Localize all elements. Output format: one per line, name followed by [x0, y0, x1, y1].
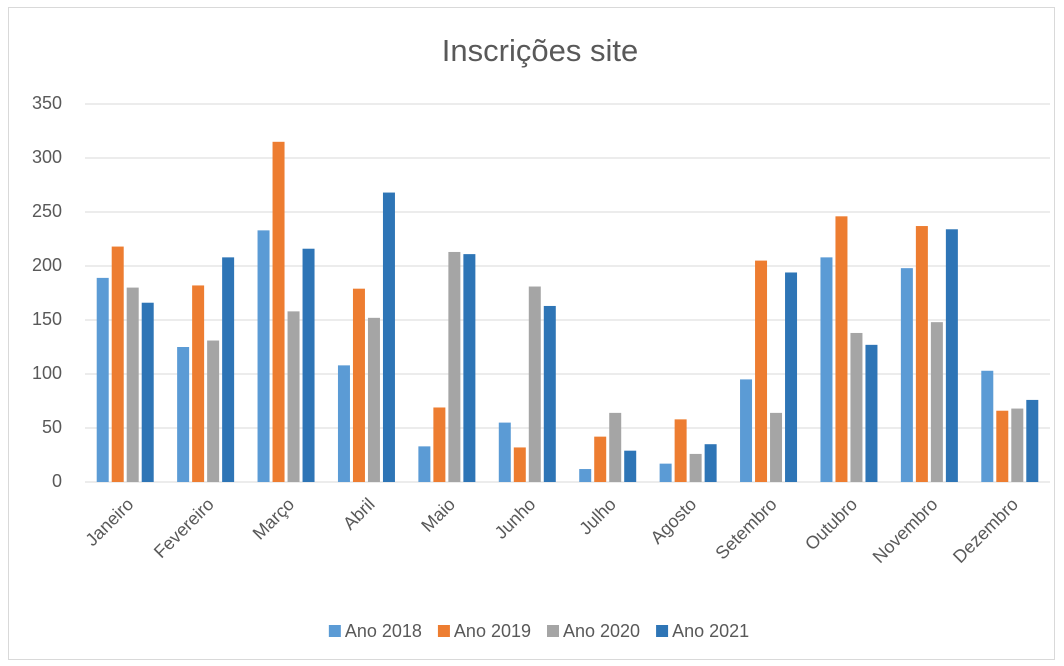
bar	[513, 447, 526, 482]
bar	[222, 257, 235, 482]
bar	[111, 246, 124, 482]
bar	[448, 251, 461, 482]
legend-label: Ano 2019	[454, 621, 531, 641]
bar	[659, 463, 672, 482]
bar	[463, 254, 476, 482]
bar	[367, 317, 380, 482]
bar	[1026, 399, 1039, 482]
y-tick-label: 0	[52, 471, 62, 491]
y-tick-label: 350	[32, 93, 62, 113]
bar	[609, 412, 622, 482]
bar	[689, 453, 702, 482]
bar	[770, 412, 783, 482]
bar	[850, 332, 863, 482]
bar	[915, 226, 928, 482]
bar	[835, 216, 848, 482]
bar	[207, 340, 220, 482]
bar	[1011, 408, 1024, 482]
bar	[528, 286, 541, 482]
chart-title: Inscrições site	[442, 33, 638, 68]
bar	[498, 422, 511, 482]
bar	[337, 365, 350, 482]
y-tick-label: 50	[42, 417, 62, 437]
y-tick-label: 250	[32, 201, 62, 221]
bar	[579, 469, 592, 482]
bar	[96, 277, 109, 482]
bar	[352, 288, 365, 482]
bar	[302, 248, 315, 482]
bar	[624, 450, 637, 482]
y-tick-label: 100	[32, 363, 62, 383]
bar	[287, 311, 300, 482]
bar	[740, 379, 753, 482]
y-tick-label: 200	[32, 255, 62, 275]
bar	[126, 287, 139, 482]
legend-label: Ano 2018	[345, 621, 422, 641]
bar	[930, 322, 943, 482]
y-tick-label: 300	[32, 147, 62, 167]
legend-swatch	[656, 625, 669, 637]
bar	[945, 229, 958, 482]
legend-swatch	[547, 625, 559, 637]
bar	[674, 419, 687, 482]
bar	[257, 230, 270, 482]
bar	[382, 192, 395, 482]
legend-swatch	[328, 625, 341, 637]
bar	[785, 272, 798, 482]
bar	[865, 344, 878, 482]
bar	[543, 305, 556, 482]
bar	[192, 285, 205, 482]
legend-label: Ano 2021	[672, 621, 749, 641]
bar	[755, 260, 768, 482]
bar	[272, 141, 285, 483]
bar	[141, 302, 154, 482]
bar	[594, 436, 607, 482]
bar	[177, 347, 190, 482]
bar	[820, 257, 833, 482]
bar	[704, 444, 717, 482]
bar	[418, 446, 431, 482]
bar	[996, 410, 1009, 482]
legend-swatch	[437, 625, 450, 637]
bar	[433, 407, 446, 482]
bar	[981, 370, 994, 482]
y-tick-label: 150	[32, 309, 62, 329]
legend-label: Ano 2020	[563, 621, 640, 641]
bar	[900, 268, 913, 482]
